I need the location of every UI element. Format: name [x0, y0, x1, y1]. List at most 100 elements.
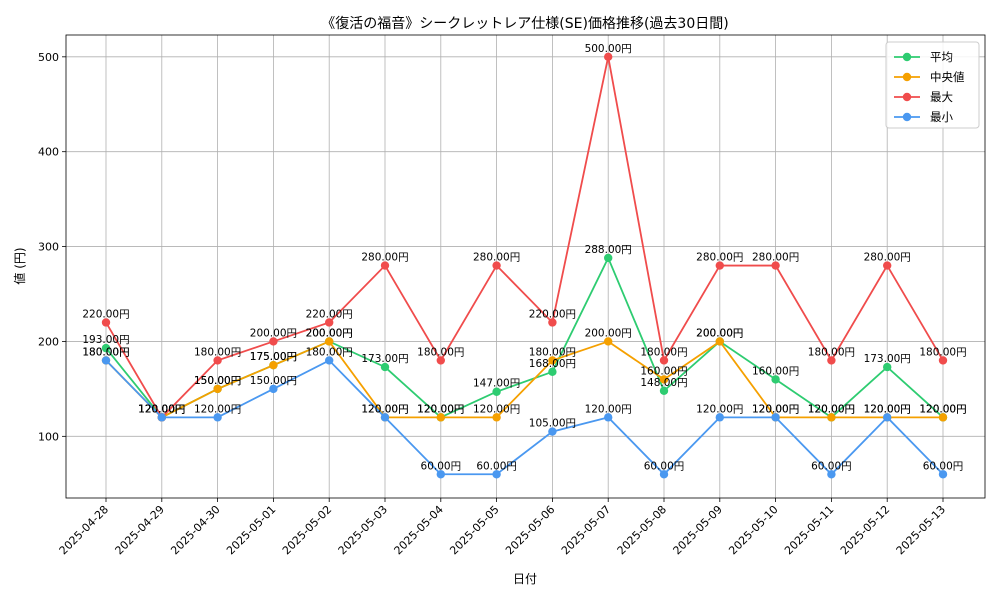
- plot-frame: [65, 34, 986, 499]
- x-tick-label: 2025-05-11: [782, 503, 836, 557]
- data-label: 120.00円: [752, 403, 799, 415]
- data-label: 220.00円: [529, 308, 576, 320]
- y-tick-label: 300: [38, 241, 59, 254]
- x-axis-ticks: 2025-04-28 2025-04-29 2025-04-30 2025-05-01…: [57, 498, 948, 557]
- data-point: [436, 356, 445, 365]
- data-labels: 193.00円 120.00円 150.00円 175.00円 200.00円 173.0…: [82, 43, 966, 472]
- x-tick-label: 2025-05-04: [392, 503, 446, 557]
- data-label: 60.00円: [811, 460, 852, 472]
- data-label: 280.00円: [473, 252, 520, 264]
- legend-swatch-marker: [902, 92, 912, 102]
- data-point: [715, 413, 724, 422]
- data-label: 148.00円: [640, 377, 687, 389]
- data-label: 60.00円: [644, 460, 685, 472]
- x-tick-label: 2025-05-07: [559, 503, 613, 557]
- data-point: [269, 360, 278, 370]
- data-label: 120.00円: [864, 403, 911, 415]
- data-point: [492, 413, 501, 422]
- legend-box: [885, 41, 980, 129]
- data-point: [492, 387, 501, 396]
- x-axis-label: 日付: [513, 572, 537, 586]
- data-point: [883, 413, 892, 422]
- legend-entry: 最大: [930, 90, 953, 104]
- legend-entry: 最小: [930, 110, 953, 124]
- data-point: [380, 362, 390, 372]
- x-tick-label: 2025-05-09: [671, 503, 725, 557]
- data-point: [827, 470, 836, 479]
- data-point: [380, 261, 390, 270]
- data-point: [548, 427, 557, 436]
- data-label: 120.00円: [808, 403, 855, 415]
- data-label: 120.00円: [361, 403, 408, 415]
- data-point: [827, 413, 836, 422]
- data-point: [771, 375, 780, 384]
- data-label: 60.00円: [923, 460, 964, 472]
- data-point: [659, 470, 669, 479]
- series-line: [105, 340, 943, 419]
- legend-entry: 平均: [930, 50, 953, 64]
- data-point: [827, 356, 836, 365]
- data-label: 150.00円: [194, 375, 241, 387]
- data-point: [659, 386, 669, 395]
- data-label: 200.00円: [250, 327, 297, 339]
- data-label: 200.00円: [585, 327, 632, 339]
- data-label: 180.00円: [529, 346, 576, 358]
- data-label: 120.00円: [585, 403, 632, 415]
- data-point: [436, 470, 445, 479]
- data-point: [325, 318, 334, 327]
- data-label: 180.00円: [919, 346, 966, 358]
- legend-entry: 中央値: [930, 70, 965, 84]
- data-label: 120.00円: [808, 403, 855, 415]
- data-point: [604, 52, 613, 62]
- data-point: [492, 261, 501, 270]
- x-tick-label: 2025-05-02: [280, 503, 334, 557]
- data-point: [213, 356, 222, 365]
- legend-swatch-marker: [902, 52, 912, 62]
- data-label: 280.00円: [696, 252, 743, 264]
- x-tick-label: 2025-05-10: [726, 503, 780, 557]
- data-label: 120.00円: [473, 403, 520, 415]
- x-tick-label: 2025-05-06: [503, 503, 557, 557]
- data-label: 173.00円: [864, 353, 911, 365]
- data-point: [771, 261, 780, 270]
- data-point: [659, 356, 669, 365]
- data-point: [269, 337, 278, 346]
- x-tick-label: 2025-04-29: [113, 503, 167, 557]
- data-point: [883, 362, 892, 372]
- data-point: [157, 413, 166, 422]
- series-line: [105, 359, 944, 476]
- data-point: [604, 253, 613, 263]
- data-point: [492, 470, 501, 479]
- data-label: 120.00円: [138, 403, 185, 415]
- data-point: [715, 337, 724, 346]
- data-point: [604, 413, 613, 422]
- data-point: [325, 356, 334, 365]
- data-label: 280.00円: [864, 252, 911, 264]
- y-tick-label: 200: [38, 335, 59, 348]
- data-point: [548, 318, 557, 327]
- data-point: [213, 384, 222, 394]
- data-point: [101, 343, 111, 353]
- data-label: 280.00円: [752, 252, 799, 264]
- data-point: [101, 318, 111, 327]
- data-point: [213, 413, 222, 422]
- y-axis-ticks: 100 200 300 400 500: [38, 51, 66, 443]
- data-label: 175.00円: [250, 351, 297, 363]
- data-label: 280.00円: [361, 252, 408, 264]
- x-tick-label: 2025-05-03: [336, 503, 390, 557]
- data-point: [938, 470, 948, 479]
- x-tick-label: 2025-05-01: [224, 503, 278, 557]
- data-label: 500.00円: [585, 43, 632, 55]
- data-label: 220.00円: [82, 308, 129, 320]
- data-label: 120.00円: [417, 403, 464, 415]
- data-point: [715, 261, 724, 270]
- data-label: 120.00円: [417, 403, 464, 415]
- series-lines: [101, 52, 948, 479]
- data-label: 120.00円: [919, 403, 966, 415]
- data-label: 120.00円: [864, 403, 911, 415]
- data-label: 288.00円: [585, 244, 632, 256]
- data-label: 180.00円: [640, 346, 687, 358]
- data-label: 180.00円: [808, 346, 855, 358]
